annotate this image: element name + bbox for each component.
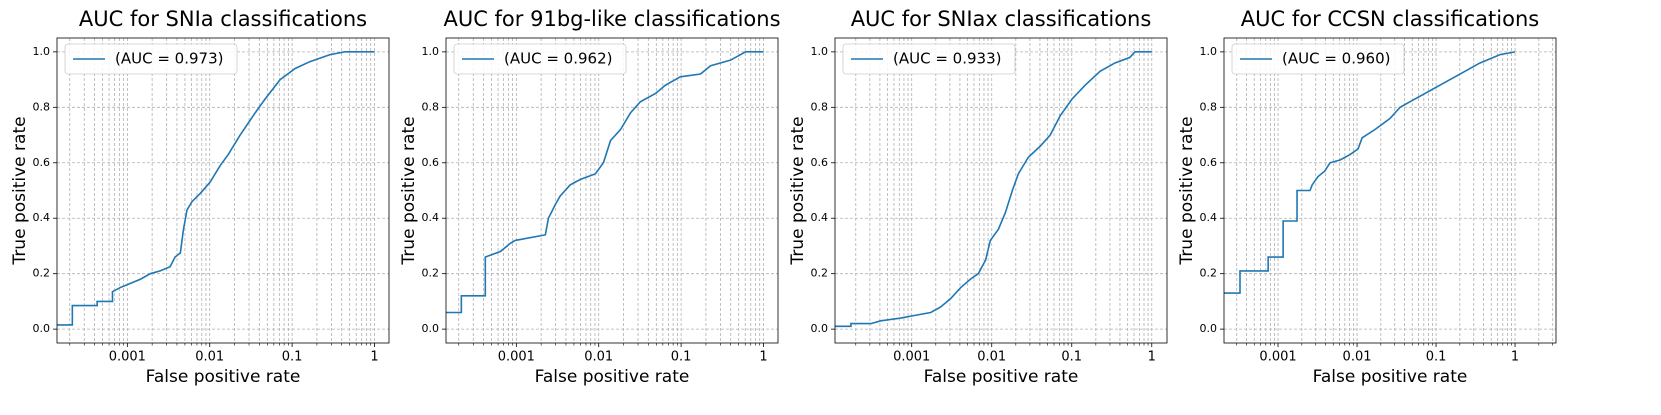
y-tick-label: 0.8 — [33, 100, 51, 113]
y-tick-label: 0.8 — [811, 100, 829, 113]
x-axis-label: False positive rate — [1313, 367, 1468, 387]
y-tick-label: 0.4 — [811, 211, 829, 224]
x-tick-label: 0.001 — [498, 350, 535, 365]
roc-line — [446, 51, 764, 314]
y-tick-label: 0.6 — [811, 156, 829, 169]
x-tick-label: 0.001 — [109, 350, 146, 365]
y-axis-label: True positive rate — [1177, 116, 1197, 265]
chart-title: AUC for SNIa classifications — [79, 7, 367, 31]
legend-label: (AUC = 0.973) — [115, 50, 223, 68]
y-tick-label: 0.2 — [422, 267, 440, 280]
y-tick-label: 1.0 — [422, 45, 440, 58]
x-tick-label: 0.1 — [1426, 350, 1447, 365]
y-tick-label: 0.0 — [811, 322, 829, 335]
y-tick-label: 0.4 — [33, 211, 51, 224]
chart-title: AUC for SNIax classifications — [851, 7, 1152, 31]
axes-frame — [1223, 37, 1557, 344]
x-tick-label: 0.001 — [1259, 350, 1296, 365]
y-tick-label: 0.2 — [811, 267, 829, 280]
y-tick-label: 0.0 — [422, 322, 440, 335]
y-axis-label: True positive rate — [399, 116, 419, 265]
x-tick-label: 1 — [370, 350, 378, 365]
y-tick-label: 1.0 — [33, 45, 51, 58]
y-axis-label: True positive rate — [788, 116, 808, 265]
y-tick-label: 0.4 — [1200, 211, 1218, 224]
chart-title: AUC for CCSN classifications — [1241, 7, 1539, 31]
y-tick-label: 0.4 — [422, 211, 440, 224]
legend-label: (AUC = 0.962) — [504, 50, 612, 68]
roc-line — [1224, 51, 1516, 294]
x-axis-label: False positive rate — [535, 367, 690, 387]
x-tick-label: 1 — [1511, 350, 1519, 365]
y-tick-label: 1.0 — [1200, 45, 1218, 58]
y-tick-label: 0.8 — [1200, 100, 1218, 113]
y-axis-label: True positive rate — [10, 116, 30, 265]
y-tick-label: 0.6 — [1200, 156, 1218, 169]
axes-frame — [834, 37, 1168, 344]
x-tick-label: 0.01 — [584, 350, 613, 365]
x-axis-label: False positive rate — [146, 367, 301, 387]
x-tick-label: 0.01 — [977, 350, 1006, 365]
roc-line — [57, 51, 375, 326]
legend-box — [842, 43, 1016, 75]
x-axis-label: False positive rate — [924, 367, 1079, 387]
y-tick-label: 0.0 — [33, 322, 51, 335]
legend-label: (AUC = 0.960) — [1282, 50, 1390, 68]
x-tick-label: 0.01 — [1343, 350, 1372, 365]
y-tick-label: 0.6 — [422, 156, 440, 169]
legend-label: (AUC = 0.933) — [893, 50, 1001, 68]
legend-box — [1231, 43, 1405, 75]
roc-line — [835, 51, 1152, 328]
x-tick-label: 0.1 — [282, 350, 303, 365]
x-tick-label: 0.001 — [893, 350, 930, 365]
y-tick-label: 0.2 — [33, 267, 51, 280]
x-tick-label: 1 — [759, 350, 767, 365]
y-tick-label: 1.0 — [811, 45, 829, 58]
y-tick-label: 0.6 — [33, 156, 51, 169]
legend-box — [453, 43, 627, 75]
y-tick-label: 0.8 — [422, 100, 440, 113]
legend-box — [64, 43, 238, 75]
x-tick-label: 0.1 — [671, 350, 692, 365]
x-tick-label: 1 — [1148, 350, 1156, 365]
axes-frame — [56, 37, 390, 344]
y-tick-label: 0.2 — [1200, 267, 1218, 280]
chart-title: AUC for 91bg-like classifications — [443, 7, 780, 31]
x-tick-label: 0.01 — [195, 350, 224, 365]
x-tick-label: 0.1 — [1061, 350, 1082, 365]
y-tick-label: 0.0 — [1200, 322, 1218, 335]
axes-frame — [445, 37, 779, 344]
